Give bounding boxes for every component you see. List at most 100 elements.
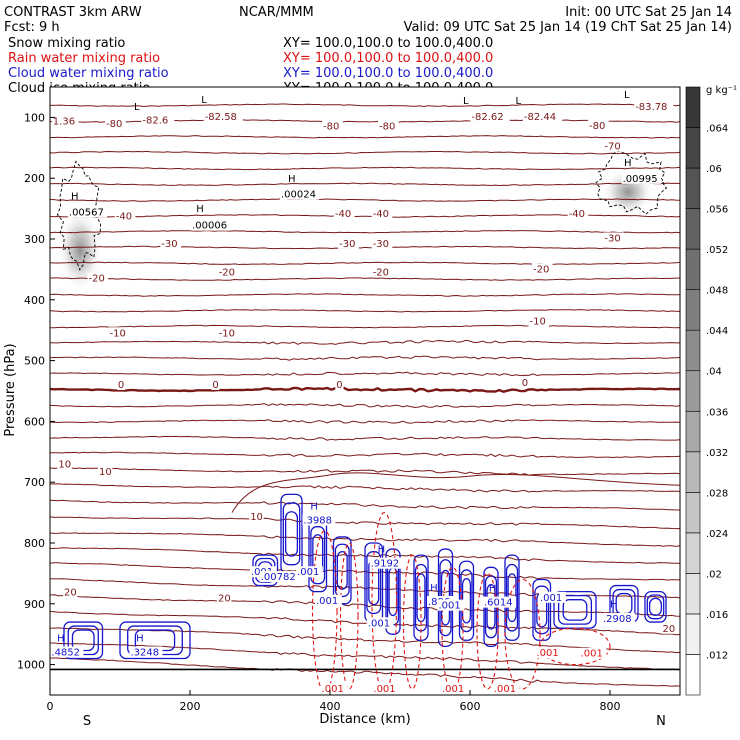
isotherm-label: -20 — [89, 274, 105, 285]
isotherm — [50, 261, 680, 266]
colorbar-swatch — [685, 654, 701, 696]
colorbar-swatch — [685, 410, 701, 453]
isotherm-label-bg — [532, 263, 553, 275]
isotherm-label-bg — [371, 237, 393, 249]
cloud-ice-contours — [56, 150, 668, 271]
header-model-title: CONTRAST 3km ARW — [4, 5, 142, 20]
isotherm-label: -30 — [604, 233, 620, 244]
isotherm-label-bg — [203, 110, 243, 122]
isotherm — [50, 451, 680, 459]
colorbar-swatch — [685, 127, 701, 169]
y-tick-label: 100 — [24, 111, 45, 124]
colorbar-label: .028 — [706, 488, 728, 499]
colorbar-swatch — [685, 329, 701, 372]
isotherm-label: 1.36 — [53, 117, 75, 128]
cloud-water-contour — [332, 536, 352, 605]
cloud-water-value-label-bg — [437, 599, 465, 611]
isotherm-label: -82.44 — [524, 112, 556, 123]
cloud-water-contour — [534, 585, 550, 635]
cloud-water-contour — [284, 511, 299, 557]
isotherm — [50, 166, 680, 171]
colorbar-label: .064 — [706, 124, 728, 135]
ice-value-label-bg — [280, 188, 320, 200]
isotherm-label-bg — [217, 592, 232, 604]
cloud-water-contour — [334, 543, 350, 598]
isotherm — [50, 324, 680, 329]
ice-value-label: .00024 — [281, 190, 316, 201]
isotherm — [50, 135, 680, 139]
ice-value-label-bg — [67, 206, 108, 218]
low-marker: L — [134, 102, 140, 113]
cloud-water-contour — [557, 595, 593, 625]
high-marker: H — [378, 545, 386, 556]
rain-contour — [539, 627, 611, 666]
isotherm — [231, 472, 680, 513]
high-marker: H — [310, 502, 318, 513]
contour-labels: 1.36 -80 -82.6 -82.58 -80 -80 -82.62 -82.44 -80 -… — [50, 90, 676, 695]
cloud-water-value-label: .001 — [540, 593, 562, 604]
high-marker: H — [196, 204, 204, 215]
cloud-water-contour — [646, 594, 665, 620]
ice-value-label: .00006 — [192, 221, 227, 232]
header-valid: Valid: 09 UTC Sat 25 Jan 14 (19 ChT Sat … — [404, 20, 732, 35]
isotherm-label: -20 — [219, 267, 235, 278]
low-marker: L — [624, 90, 630, 101]
cloud-water-value-label: .6014 — [484, 598, 513, 609]
isotherm-label: -30 — [339, 239, 355, 250]
field-snow-name: Snow mixing ratio — [8, 36, 125, 51]
y-tick-label: 300 — [24, 233, 45, 246]
isotherm — [50, 467, 680, 476]
isotherm — [50, 339, 680, 345]
rain-contour — [504, 578, 541, 690]
isotherm — [50, 150, 680, 155]
isotherm-label-bg — [217, 327, 239, 339]
colorbar-label: .032 — [706, 448, 728, 459]
y-tick-label: 900 — [24, 598, 45, 611]
rain-value-label-bg — [492, 682, 520, 694]
isotherm-label-bg — [87, 272, 109, 284]
isotherm-label: 10 — [58, 460, 71, 471]
y-tick-label: 400 — [24, 294, 45, 307]
isotherm-label: 20 — [64, 587, 77, 598]
ice-value-label: .00995 — [623, 174, 658, 185]
high-marker: H — [624, 158, 632, 169]
isotherm-label-bg — [114, 210, 136, 222]
isotherm-label-bg — [211, 378, 220, 390]
rain-value-label-bg — [579, 647, 607, 659]
high-marker: H — [489, 584, 497, 595]
isotherm-label: -30 — [373, 239, 389, 250]
isotherm-label: -70 — [604, 142, 620, 153]
cloud-water-contour — [310, 526, 326, 585]
rain-contour — [476, 572, 499, 690]
cloud-water-value-label: .3248 — [131, 647, 160, 658]
colorbar-swatch — [685, 613, 701, 655]
isotherm-label: -30 — [161, 239, 177, 250]
cloud-water-contour — [282, 502, 301, 566]
cloud-water-contour — [648, 597, 663, 617]
cloud-water-contour — [63, 621, 104, 660]
isotherm — [50, 532, 680, 547]
colorbar-unit: g kg⁻¹ — [706, 85, 737, 96]
isotherm-label-bg — [116, 378, 126, 390]
x-axis-title: Distance (km) — [319, 712, 410, 727]
header: CONTRAST 3km ARW NCAR/MMM Init: 00 UTC S… — [4, 5, 732, 35]
cloud-water-value-label: .2908 — [603, 614, 632, 625]
x-tick-label: 0 — [47, 700, 54, 713]
cloud-water-contour — [644, 590, 667, 623]
isotherm-label: -20 — [533, 264, 549, 275]
cloud-water-contour — [336, 550, 348, 590]
x-tick-label: 800 — [600, 700, 621, 713]
isotherm-label: 10 — [250, 512, 263, 523]
isotherm-label: 0 — [212, 380, 218, 391]
rain-contour — [402, 554, 422, 690]
south-label: S — [83, 714, 91, 729]
isotherm — [50, 293, 680, 297]
y-tick-label: 500 — [24, 355, 45, 368]
rain-value-label: .001 — [581, 649, 603, 660]
isotherm — [50, 657, 680, 687]
isotherm — [50, 355, 680, 361]
colorbar: g kg⁻¹ .012 .016 .02 .024 .028 .032 .036 .04 .04… — [685, 85, 737, 696]
isotherm-label: -20 — [373, 267, 389, 278]
colorbar-label: .056 — [706, 205, 728, 216]
colorbar-label: .06 — [706, 164, 722, 175]
